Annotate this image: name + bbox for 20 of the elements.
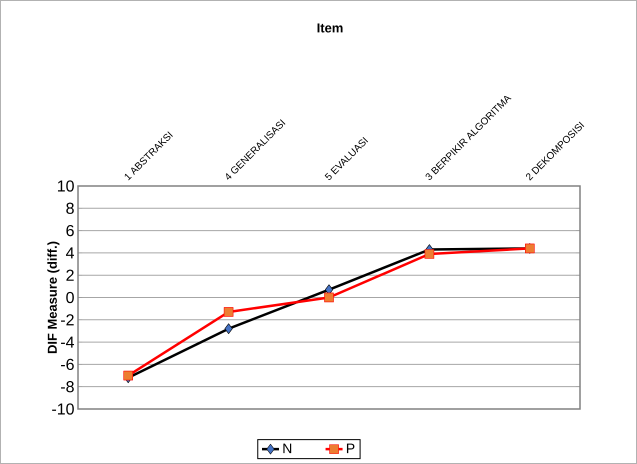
chart-title: Item — [318, 23, 343, 33]
y-tick-label: -8 — [61, 381, 74, 392]
y-tick-label: -2 — [61, 314, 74, 326]
y-tick-label: 2 — [66, 270, 74, 281]
point — [424, 249, 434, 259]
y-tick-label: 10 — [58, 180, 74, 192]
legend-label: N — [283, 444, 292, 454]
legend-label: P — [346, 444, 354, 454]
point — [224, 323, 233, 334]
point — [123, 370, 134, 380]
y-tick-label: -6 — [61, 358, 74, 370]
point — [324, 292, 334, 302]
point — [224, 307, 234, 317]
y-tick-label: 4 — [66, 247, 74, 258]
y-tick-label: 8 — [66, 202, 74, 214]
y-tick-label: 0 — [66, 292, 74, 304]
y-tick-label: -4 — [61, 336, 74, 348]
y-tick-label: 6 — [66, 224, 74, 236]
y-axis-title: DIF Measure (diff.) — [47, 242, 60, 354]
y-tick-label: -10 — [52, 403, 74, 415]
